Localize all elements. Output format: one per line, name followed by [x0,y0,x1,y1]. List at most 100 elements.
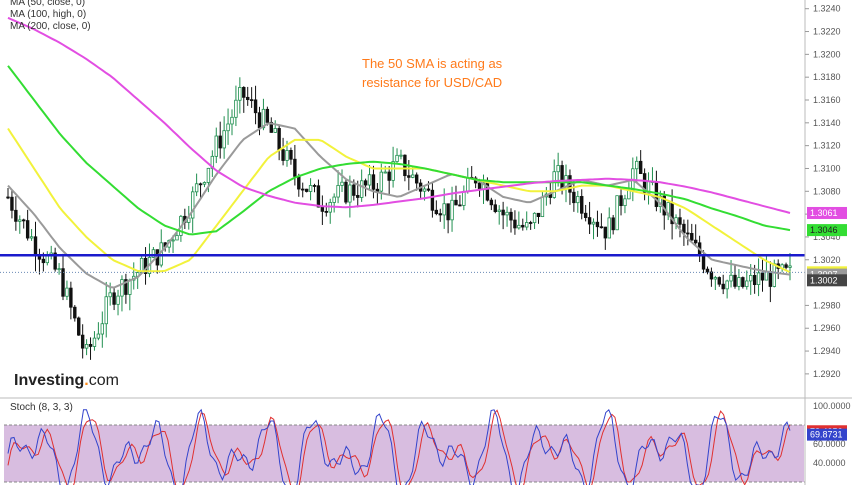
candle-body [701,255,706,270]
candle-body [88,343,93,347]
candle-body [587,217,592,225]
candle-body [261,108,266,129]
candle-body [686,232,690,235]
candle-body [383,171,387,174]
price-badge-label: 1.3002 [810,275,838,285]
candle-body [489,199,494,206]
candle-body [273,128,277,133]
candle-body [344,181,348,203]
candle-body [249,99,254,102]
candle-body [332,196,336,203]
price-badge [807,274,847,287]
candle-body [477,182,482,190]
candle-body [595,221,600,228]
candle-body [576,196,580,204]
price-tick-label: 1.3160 [813,95,841,105]
price-tick-label: 1.2940 [813,346,841,356]
candle-body [407,175,411,178]
candle-body [320,206,325,212]
price-tick-label: 1.3140 [813,118,841,128]
candle-body [521,224,525,228]
candle-body [336,185,340,198]
candle-body [749,275,753,282]
candle-body [312,185,317,187]
logo-dot: . [84,372,89,389]
stoch-tick-label: 40.0000 [813,458,846,468]
candle-body [308,185,313,192]
candle-body [607,217,611,239]
price-badge [807,224,847,237]
stoch-k-line [7,408,791,485]
price-badge [807,206,847,219]
candle-body [434,209,439,215]
candle-body [788,265,792,268]
candle-body [128,279,132,295]
investing-logo: Investing.com [14,372,119,390]
candle-body [53,252,57,270]
candle-body [171,239,175,242]
candle-body [80,334,85,349]
candle-body [462,190,466,206]
candle-body [289,150,293,160]
candle-body [198,183,203,186]
candle-body [375,188,380,192]
candle-body [745,280,749,287]
candle-body [426,188,431,191]
candle-body [501,209,505,216]
candle-body [560,165,564,189]
candle-body [399,154,403,157]
ma-extra-line [7,16,791,214]
candle-body [717,277,721,285]
candle-body [540,196,545,217]
candle-body [552,171,556,198]
stoch-tick-label: 60.0000 [813,439,846,449]
candle-body [293,158,297,177]
candle-body [513,219,517,229]
candle-body [96,333,101,339]
price-badge-label: 1.3061 [810,208,838,218]
candle-body [190,191,195,219]
candle-body [14,209,18,222]
candle-body [623,198,627,207]
candle-body [525,222,529,228]
candle-body [580,196,584,214]
candle-body [206,167,211,183]
candle-body [257,112,262,129]
candle-body [756,272,761,286]
candle-body [772,263,776,287]
candle-body [442,203,446,216]
candle-body [768,271,773,287]
candle-body [230,116,234,125]
candle-body [214,135,218,157]
candle-body [92,337,97,347]
candle-body [57,268,61,271]
candle-body [143,257,148,274]
price-tick-label: 1.3020 [813,255,841,265]
candle-body [411,174,415,178]
candle-body [528,222,533,224]
candle-body [422,188,427,192]
candle-body [509,211,513,221]
candle-body [277,128,281,151]
candle-body [446,203,450,221]
candle-body [242,87,246,98]
candle-body [238,87,242,101]
price-tick-label: 1.3200 [813,49,841,59]
candle-body [301,188,305,191]
price-tick-label: 1.2920 [813,369,841,379]
candle-body [25,220,30,239]
candle-body [120,279,124,297]
candle-body [450,199,454,221]
ma50-line [7,122,791,289]
price-tick-label: 1.3040 [813,232,841,242]
candle-body [414,174,419,184]
price-tick-label: 1.3220 [813,27,841,37]
candle-body [316,185,321,208]
candle-body [269,121,273,133]
candle-body [324,210,329,213]
candle-body [65,287,69,297]
candle-body [104,296,108,325]
candle-body [493,204,497,212]
